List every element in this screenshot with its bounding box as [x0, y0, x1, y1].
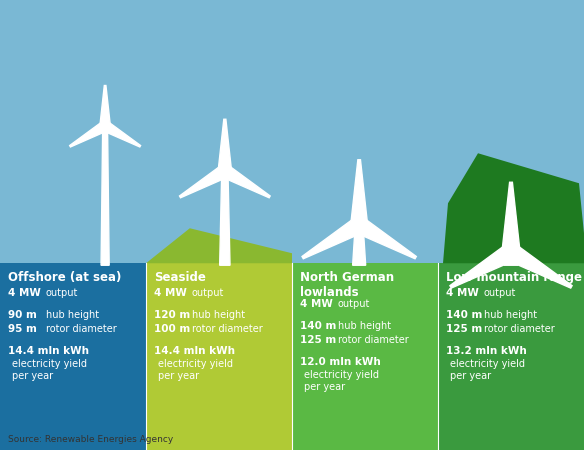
Text: hub height: hub height: [192, 310, 245, 320]
Text: rotor diameter: rotor diameter: [338, 335, 409, 345]
Text: rotor diameter: rotor diameter: [46, 324, 117, 334]
Text: 4 MW: 4 MW: [8, 288, 41, 298]
Circle shape: [506, 247, 516, 257]
Polygon shape: [350, 160, 368, 225]
Text: per year: per year: [450, 371, 491, 381]
Text: 14.4 mln kWh: 14.4 mln kWh: [8, 346, 89, 356]
Polygon shape: [443, 153, 584, 263]
Polygon shape: [302, 218, 363, 259]
Polygon shape: [100, 86, 110, 126]
Text: 13.2 mln kWh: 13.2 mln kWh: [446, 346, 527, 356]
Text: hub height: hub height: [46, 310, 99, 320]
Text: 90 m: 90 m: [8, 310, 37, 320]
Text: Low mountain range: Low mountain range: [446, 271, 582, 284]
Text: 140 m: 140 m: [446, 310, 482, 320]
Text: electricity yield: electricity yield: [450, 359, 525, 369]
Text: Offshore (at sea): Offshore (at sea): [8, 271, 121, 284]
Bar: [352, 222, 366, 228]
Polygon shape: [221, 165, 270, 198]
Bar: [292, 263, 438, 450]
Circle shape: [102, 123, 108, 129]
Bar: [219, 168, 231, 174]
Text: 4 MW: 4 MW: [300, 299, 333, 309]
Polygon shape: [101, 126, 109, 265]
Polygon shape: [179, 165, 228, 198]
Text: 100 m: 100 m: [154, 324, 190, 334]
Text: rotor diameter: rotor diameter: [192, 324, 263, 334]
Text: hub height: hub height: [338, 321, 391, 331]
Text: electricity yield: electricity yield: [158, 359, 233, 369]
Text: 140 m: 140 m: [300, 321, 336, 331]
Bar: [100, 124, 110, 128]
Bar: [503, 248, 519, 256]
Text: 4 MW: 4 MW: [446, 288, 479, 298]
Bar: [146, 263, 292, 450]
Circle shape: [354, 220, 364, 230]
Polygon shape: [69, 122, 108, 147]
Text: Seaside: Seaside: [154, 271, 206, 284]
Text: 12.0 mln kWh: 12.0 mln kWh: [300, 357, 381, 367]
Text: per year: per year: [304, 382, 345, 392]
Bar: [438, 263, 584, 450]
Text: 125 m: 125 m: [446, 324, 482, 334]
Text: 14.4 mln kWh: 14.4 mln kWh: [154, 346, 235, 356]
Text: hub height: hub height: [484, 310, 537, 320]
Polygon shape: [220, 171, 230, 265]
Bar: [0, 263, 146, 450]
Polygon shape: [218, 119, 232, 171]
Circle shape: [221, 167, 228, 175]
Text: output: output: [338, 299, 370, 309]
Text: electricity yield: electricity yield: [12, 359, 87, 369]
Text: output: output: [192, 288, 224, 298]
Polygon shape: [450, 244, 516, 288]
Text: electricity yield: electricity yield: [304, 370, 379, 380]
Polygon shape: [502, 182, 520, 252]
Text: 95 m: 95 m: [8, 324, 37, 334]
Polygon shape: [504, 252, 518, 265]
Text: 125 m: 125 m: [300, 335, 336, 345]
Polygon shape: [102, 122, 141, 147]
Text: output: output: [484, 288, 516, 298]
Text: per year: per year: [158, 371, 199, 381]
Polygon shape: [355, 218, 416, 259]
Polygon shape: [146, 228, 292, 263]
Text: North German
lowlands: North German lowlands: [300, 271, 394, 299]
Text: Source: Renewable Energies Agency: Source: Renewable Energies Agency: [8, 435, 173, 444]
Polygon shape: [506, 244, 572, 288]
Text: output: output: [46, 288, 78, 298]
Text: per year: per year: [12, 371, 53, 381]
Text: 120 m: 120 m: [154, 310, 190, 320]
Text: 4 MW: 4 MW: [154, 288, 187, 298]
Polygon shape: [353, 225, 366, 265]
Text: rotor diameter: rotor diameter: [484, 324, 555, 334]
